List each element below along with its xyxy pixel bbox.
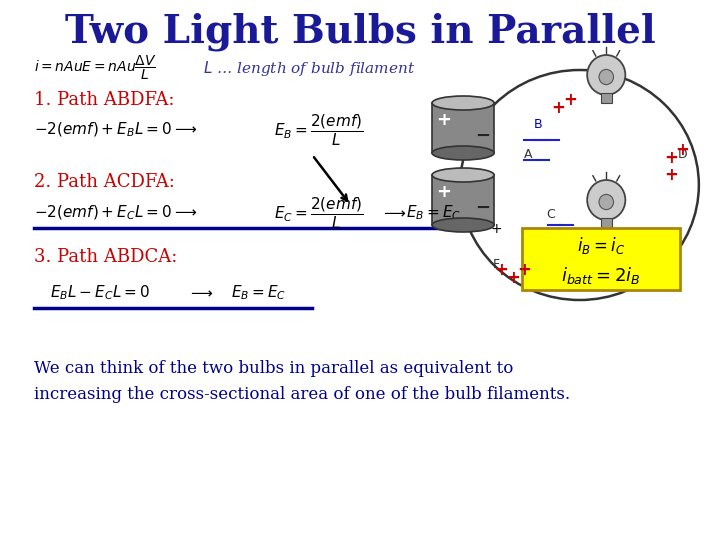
Text: +: + <box>675 141 690 159</box>
Text: 3. Path ABDCA:: 3. Path ABDCA: <box>34 248 177 266</box>
Text: +: + <box>491 222 503 236</box>
Circle shape <box>588 180 626 220</box>
Text: $\longrightarrow$: $\longrightarrow$ <box>381 206 407 220</box>
Text: A: A <box>523 148 532 161</box>
Circle shape <box>588 55 626 95</box>
Text: F: F <box>493 259 500 272</box>
Text: +: + <box>517 261 531 279</box>
Circle shape <box>599 70 613 85</box>
Text: $\longrightarrow$: $\longrightarrow$ <box>188 286 215 300</box>
Text: D: D <box>678 148 688 161</box>
Bar <box>600 218 612 228</box>
Text: +: + <box>552 99 565 117</box>
Text: +: + <box>505 269 520 287</box>
Text: +: + <box>436 111 451 129</box>
Text: $i_B = i_C$: $i_B = i_C$ <box>577 235 625 256</box>
Bar <box>432 175 494 225</box>
Text: 2. Path ACDFA:: 2. Path ACDFA: <box>34 173 174 191</box>
Ellipse shape <box>432 146 494 160</box>
Circle shape <box>599 194 613 210</box>
Text: $E_B = E_C$: $E_B = E_C$ <box>231 284 287 302</box>
Text: $E_C = \dfrac{2\left(emf\right)}{L}$: $E_C = \dfrac{2\left(emf\right)}{L}$ <box>274 195 364 231</box>
Bar <box>522 228 680 290</box>
Text: $-2\left(emf\right)+E_CL=0\longrightarrow$: $-2\left(emf\right)+E_CL=0\longrightarro… <box>34 204 197 222</box>
Text: $E_B = \dfrac{2\left(emf\right)}{L}$: $E_B = \dfrac{2\left(emf\right)}{L}$ <box>274 112 364 148</box>
Bar <box>600 93 612 103</box>
Text: +: + <box>665 166 678 184</box>
Ellipse shape <box>432 96 494 110</box>
Bar <box>432 103 494 153</box>
Text: $E_B = E_C$: $E_B = E_C$ <box>406 204 461 222</box>
Ellipse shape <box>432 168 494 182</box>
Text: We can think of the two bulbs in parallel as equivalent to
increasing the cross-: We can think of the two bulbs in paralle… <box>34 360 570 403</box>
Text: −: − <box>475 127 490 145</box>
Text: +: + <box>436 183 451 201</box>
Text: $i = nAuE = nAu\dfrac{\Delta V}{L}$: $i = nAuE = nAu\dfrac{\Delta V}{L}$ <box>34 54 156 82</box>
Text: −: − <box>475 199 490 217</box>
Text: $i_{batt} = 2i_B$: $i_{batt} = 2i_B$ <box>562 266 641 287</box>
Text: $-2\left(emf\right)+E_BL=0\longrightarrow$: $-2\left(emf\right)+E_BL=0\longrightarro… <box>34 121 197 139</box>
Text: Two Light Bulbs in Parallel: Two Light Bulbs in Parallel <box>65 13 655 51</box>
Text: $L$ … length of bulb filament: $L$ … length of bulb filament <box>202 58 415 78</box>
Text: +: + <box>563 91 577 109</box>
Text: C: C <box>546 208 555 221</box>
Text: B: B <box>534 118 543 132</box>
Ellipse shape <box>432 218 494 232</box>
Text: 1. Path ABDFA:: 1. Path ABDFA: <box>34 91 174 109</box>
Text: +: + <box>665 149 678 167</box>
Text: $E_BL - E_CL = 0$: $E_BL - E_CL = 0$ <box>50 284 150 302</box>
Text: +: + <box>495 261 508 279</box>
